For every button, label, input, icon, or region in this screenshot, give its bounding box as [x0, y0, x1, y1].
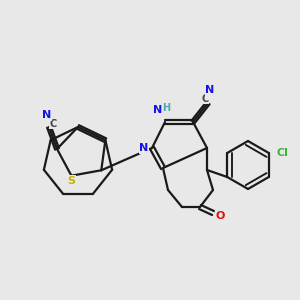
Text: C: C: [201, 94, 208, 104]
Text: Cl: Cl: [277, 148, 289, 158]
Text: N: N: [42, 110, 52, 120]
Text: C: C: [50, 119, 57, 129]
Text: S: S: [68, 176, 75, 186]
Text: O: O: [215, 211, 225, 221]
Text: H: H: [162, 103, 170, 113]
Text: N: N: [206, 85, 214, 95]
Text: N: N: [153, 105, 163, 115]
Text: N: N: [140, 143, 148, 153]
